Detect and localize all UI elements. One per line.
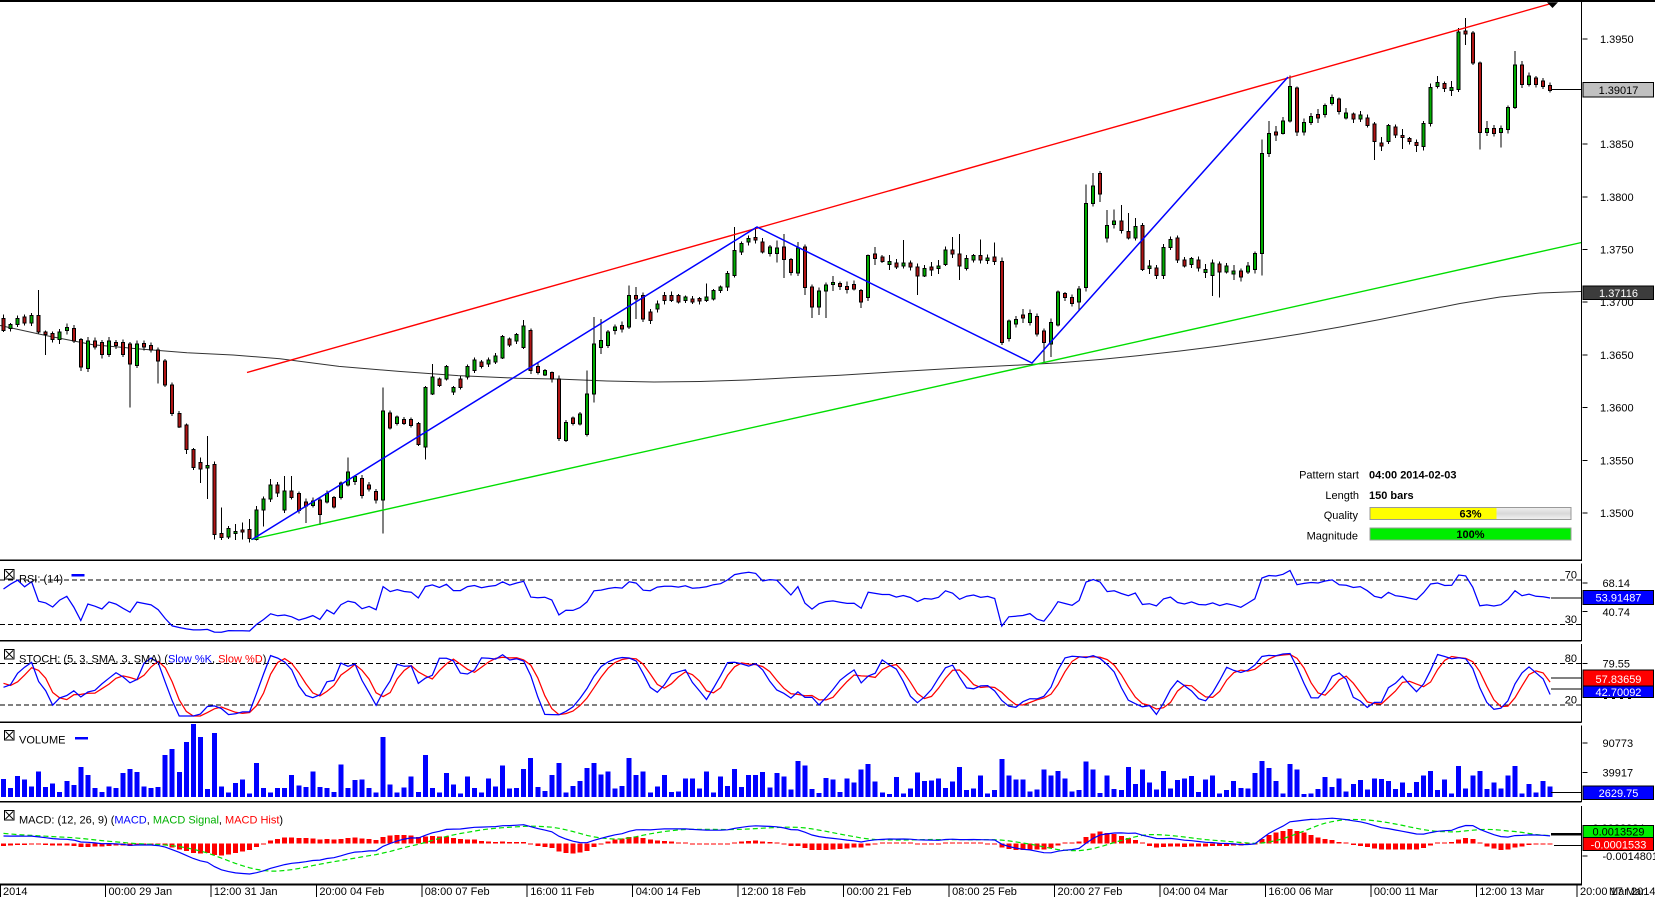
svg-text:20:00 04 Feb: 20:00 04 Feb bbox=[319, 886, 384, 897]
svg-text:1.3500: 1.3500 bbox=[1600, 508, 1634, 520]
svg-text:12:00 31 Jan: 12:00 31 Jan bbox=[214, 886, 278, 897]
svg-text:57.83659: 57.83659 bbox=[1596, 674, 1642, 686]
svg-text:1.3600: 1.3600 bbox=[1600, 403, 1634, 415]
svg-text:20:00 27 Feb: 20:00 27 Feb bbox=[1058, 886, 1123, 897]
svg-text:MACD: (12, 26, 9) (MACD, MACD: MACD: (12, 26, 9) (MACD, MACD Signal, MA… bbox=[19, 815, 283, 827]
svg-text:90773: 90773 bbox=[1603, 738, 1634, 750]
svg-text:00:00 29 Jan: 00:00 29 Jan bbox=[109, 886, 173, 897]
svg-text:80: 80 bbox=[1565, 653, 1577, 665]
svg-text:16:00 11 Feb: 16:00 11 Feb bbox=[530, 886, 594, 897]
svg-text:RSI: (14): RSI: (14) bbox=[19, 574, 63, 586]
svg-text:1.39017: 1.39017 bbox=[1599, 85, 1639, 97]
svg-text:1.37116: 1.37116 bbox=[1599, 288, 1638, 300]
svg-text:1.3950: 1.3950 bbox=[1600, 34, 1634, 46]
svg-text:20: 20 bbox=[1565, 695, 1577, 707]
svg-text:Pattern start: Pattern start bbox=[1299, 470, 1359, 482]
svg-text:70: 70 bbox=[1565, 569, 1577, 581]
svg-text:2629.75: 2629.75 bbox=[1599, 788, 1639, 800]
svg-text:1.3850: 1.3850 bbox=[1600, 139, 1634, 151]
svg-text:Length: Length bbox=[1325, 490, 1359, 502]
svg-text:0.0013529: 0.0013529 bbox=[1593, 826, 1645, 838]
svg-text:2014: 2014 bbox=[3, 886, 27, 897]
svg-text:16:00 06 Mar: 16:00 06 Mar bbox=[1268, 886, 1333, 897]
svg-text:1.3750: 1.3750 bbox=[1600, 245, 1634, 257]
svg-text:42.70092: 42.70092 bbox=[1596, 687, 1642, 699]
svg-text:20:00 17 Mar: 20:00 17 Mar bbox=[1580, 886, 1645, 897]
svg-text:53.91487: 53.91487 bbox=[1596, 593, 1642, 605]
svg-text:STOCH: (5, 3, SMA, 3, SMA) (Sl: STOCH: (5, 3, SMA, 3, SMA) (Slow %K, Slo… bbox=[19, 654, 266, 666]
svg-text:Magnitude: Magnitude bbox=[1307, 531, 1358, 543]
svg-text:04:00 2014-02-03: 04:00 2014-02-03 bbox=[1369, 470, 1456, 482]
svg-text:-0.0001533: -0.0001533 bbox=[1591, 839, 1647, 851]
svg-text:30: 30 bbox=[1565, 614, 1577, 626]
svg-text:-0.0014801: -0.0014801 bbox=[1603, 851, 1655, 863]
svg-text:VOLUME: VOLUME bbox=[19, 735, 65, 747]
svg-text:100%: 100% bbox=[1456, 529, 1484, 541]
svg-text:40.74: 40.74 bbox=[1603, 607, 1631, 619]
svg-text:12:00 13 Mar: 12:00 13 Mar bbox=[1479, 886, 1544, 897]
svg-text:Quality: Quality bbox=[1324, 510, 1359, 522]
svg-text:00:00 11 Mar: 00:00 11 Mar bbox=[1374, 886, 1438, 897]
svg-text:1.3700: 1.3700 bbox=[1600, 297, 1634, 309]
svg-text:150 bars: 150 bars bbox=[1369, 490, 1414, 502]
svg-text:04:00 04 Mar: 04:00 04 Mar bbox=[1163, 886, 1228, 897]
svg-text:Mar 2014: Mar 2014 bbox=[1609, 886, 1655, 897]
svg-text:63%: 63% bbox=[1459, 509, 1481, 521]
svg-text:12:00 18 Feb: 12:00 18 Feb bbox=[741, 886, 806, 897]
svg-text:1.3650: 1.3650 bbox=[1600, 350, 1634, 362]
svg-text:1.3800: 1.3800 bbox=[1600, 192, 1634, 204]
svg-text:00:00 21 Feb: 00:00 21 Feb bbox=[847, 886, 912, 897]
svg-text:1.3550: 1.3550 bbox=[1600, 455, 1634, 467]
svg-text:79.55: 79.55 bbox=[1603, 659, 1631, 671]
svg-text:08:00 25 Feb: 08:00 25 Feb bbox=[952, 886, 1017, 897]
svg-text:08:00 07 Feb: 08:00 07 Feb bbox=[425, 886, 490, 897]
svg-text:04:00 14 Feb: 04:00 14 Feb bbox=[636, 886, 701, 897]
svg-text:39917: 39917 bbox=[1603, 768, 1634, 780]
svg-text:68.14: 68.14 bbox=[1603, 578, 1631, 590]
